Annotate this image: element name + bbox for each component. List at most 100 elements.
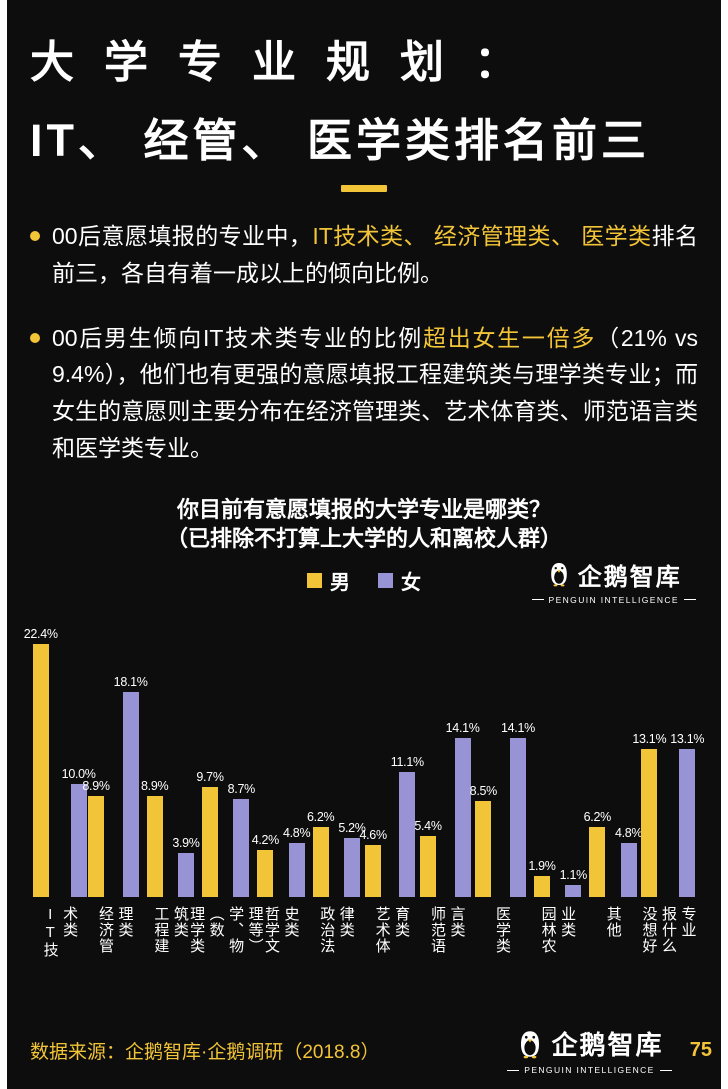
bar-女 [288, 843, 305, 898]
penguin-icon [521, 1030, 540, 1058]
bar-group: 4.6% 11.1% 艺术体育类 [359, 625, 424, 964]
bar-pair: 8.9% 3.9% [141, 625, 200, 898]
bar-wrap: 13.1% [632, 625, 667, 898]
left-border-strip [0, 0, 7, 1089]
bar-group: 13.1% 13.1% 没想好报什么专业 [632, 625, 704, 964]
bar-pair: 4.6% 11.1% [359, 625, 424, 898]
legend-label: 女 [401, 572, 421, 595]
category-label: 没想好报什么专业 [640, 906, 697, 955]
bar-女 [509, 738, 526, 898]
bar-男 [257, 850, 274, 898]
bar-女 [620, 843, 637, 898]
data-source: 数据来源：企鹅智库·企鹅调研（2018.8） [30, 1041, 380, 1063]
chart-title-line1: 你目前有意愿填报的大学专业是哪类？ [176, 496, 551, 522]
bar-pair: 8.5% 14.1% [469, 625, 535, 898]
category-label: 政治法律类 [318, 906, 355, 955]
page-title-line2: IT、 经管、 医学类排名前三 [30, 115, 650, 166]
bar-group: 4.2% 4.8% 哲学文史类 [252, 625, 311, 964]
bar-wrap: 8.7% [228, 625, 255, 898]
bullet-dot [30, 332, 40, 343]
bar-男 [146, 796, 163, 898]
bar-pair: 5.4% 14.1% [414, 625, 480, 898]
legend-label: 男 [330, 572, 350, 595]
bar-男 [589, 827, 606, 898]
logo-dash [507, 1069, 520, 1071]
bar-group: 5.4% 14.1% 师范语言类 [414, 625, 480, 964]
logo-main: 企鹅智库 [515, 1025, 663, 1062]
penguin-logo-top: 企鹅智库 PENGUIN INTELLIGENCE [531, 557, 696, 605]
legend-swatch [378, 573, 393, 589]
bar-pair: 8.9% 18.1% [82, 625, 148, 898]
bar-wrap: 5.4% [414, 625, 442, 898]
chart-legend: 男女 [30, 566, 698, 595]
body-text: 00后意愿填报的专业中， [52, 223, 313, 249]
bar-value-label: 9.7% [196, 770, 224, 785]
bar-value-label: 4.8% [614, 826, 643, 841]
bar-value-label: 8.9% [82, 779, 110, 794]
logo-dash [659, 1069, 672, 1071]
logo-subtitle: PENGUIN INTELLIGENCE [507, 1065, 672, 1075]
bar-wrap: 14.1% [446, 625, 480, 898]
bar-wrap: 8.5% [469, 625, 498, 898]
category-label: 哲学文史类 [262, 906, 300, 955]
bar-value-label: 18.1% [113, 675, 148, 690]
bar-value-label: 13.1% [632, 732, 667, 747]
bullet-list: 00后意愿填报的专业中，IT技术类、 经济管理类、 医学类排名前三，各自有着一成… [30, 218, 698, 467]
legend-item-女: 女 [378, 566, 421, 595]
bar-group: 6.2% 5.2% 政治法律类 [307, 625, 366, 964]
bar-value-label: 1.9% [528, 859, 556, 874]
bar-男 [365, 845, 382, 898]
bar-wrap: 18.1% [113, 625, 148, 898]
bar-wrap: 6.2% [584, 625, 611, 898]
bar-wrap: 1.9% [528, 625, 556, 898]
bar-男 [419, 836, 436, 898]
body-text: （21% vs 9.4%），他们也有更强的意愿填报工程建筑类与理学类专业；而女生… [52, 324, 698, 461]
category-label: 医学类 [494, 906, 512, 955]
bar-女 [679, 749, 696, 898]
bar-value-label: 4.6% [359, 828, 387, 843]
body-text: 00后男生倾向IT技术类专业的比例 [52, 324, 423, 351]
bullet-dot [30, 231, 40, 241]
logo-dash [684, 599, 696, 601]
bar-value-label: 10.0% [61, 767, 96, 782]
bullet-text: 00后意愿填报的专业中，IT技术类、 经济管理类、 医学类排名前三，各自有着一成… [52, 218, 698, 292]
footer: 数据来源：企鹅智库·企鹅调研（2018.8） 企鹅智库 [30, 1025, 712, 1075]
bar-wrap: 22.4% [24, 625, 58, 898]
bar-pair: 9.7% 8.7% [196, 625, 255, 898]
bar-value-label: 14.1% [500, 721, 535, 736]
bar-group: 22.4% 10.0% IT技术类 [24, 625, 96, 964]
page-number: 75 [689, 1038, 712, 1061]
bullet-item: 00后男生倾向IT技术类专业的比例超出女生一倍多（21% vs 9.4%），他们… [30, 320, 698, 467]
bar-wrap: 13.1% [670, 625, 705, 898]
bar-男 [641, 749, 658, 898]
bar-pair: 13.1% 13.1% [632, 625, 705, 898]
logo-subtitle: PENGUIN INTELLIGENCE [531, 595, 696, 605]
bullet-text: 00后男生倾向IT技术类专业的比例超出女生一倍多（21% vs 9.4%），他们… [52, 320, 698, 467]
penguin-logo-bottom: 企鹅智库 PENGUIN INTELLIGENCE [507, 1025, 672, 1075]
bar-女 [70, 784, 87, 898]
page-title: 大学专业规划： IT、 经管、 医学类排名前三 [30, 26, 698, 169]
category-label: 工程建筑类 [152, 906, 189, 955]
bar-wrap: 5.2% [338, 625, 366, 898]
bar-group: 8.5% 14.1% 医学类 [470, 625, 536, 964]
bar-group: 1.9% 1.1% 园林农业类 [528, 625, 587, 964]
bar-wrap: 8.9% [82, 625, 110, 898]
bar-wrap: 4.2% [252, 625, 279, 898]
bar-value-label: 8.5% [469, 784, 498, 799]
bar-女 [399, 772, 416, 898]
body-text: 排名前三，各自有着一成以上的倾向比例。 [52, 223, 698, 286]
bar-group: 9.7% 8.7% 理学类（数学、物理等） [188, 625, 264, 964]
bar-pair: 1.9% 1.1% [528, 625, 587, 898]
logo-name: 企鹅智库 [551, 1030, 664, 1060]
bar-wrap: 6.2% [307, 625, 335, 898]
bar-value-label: 5.4% [414, 819, 442, 834]
category-label: 经济管理类 [96, 906, 134, 955]
bar-pair: 6.2% 4.8% [584, 625, 643, 898]
chart-title-line2: （已排除不打算上大学的人和离校人群） [165, 526, 562, 552]
bar-chart: 22.4% 10.0% IT技术类 8.9% 18.1% 经济管理类 8.9% 3.9% 工程建… [24, 625, 705, 958]
logo-dash [531, 599, 544, 601]
right-border-strip [721, 0, 728, 1089]
bar-pair: 6.2% 5.2% [307, 625, 366, 898]
